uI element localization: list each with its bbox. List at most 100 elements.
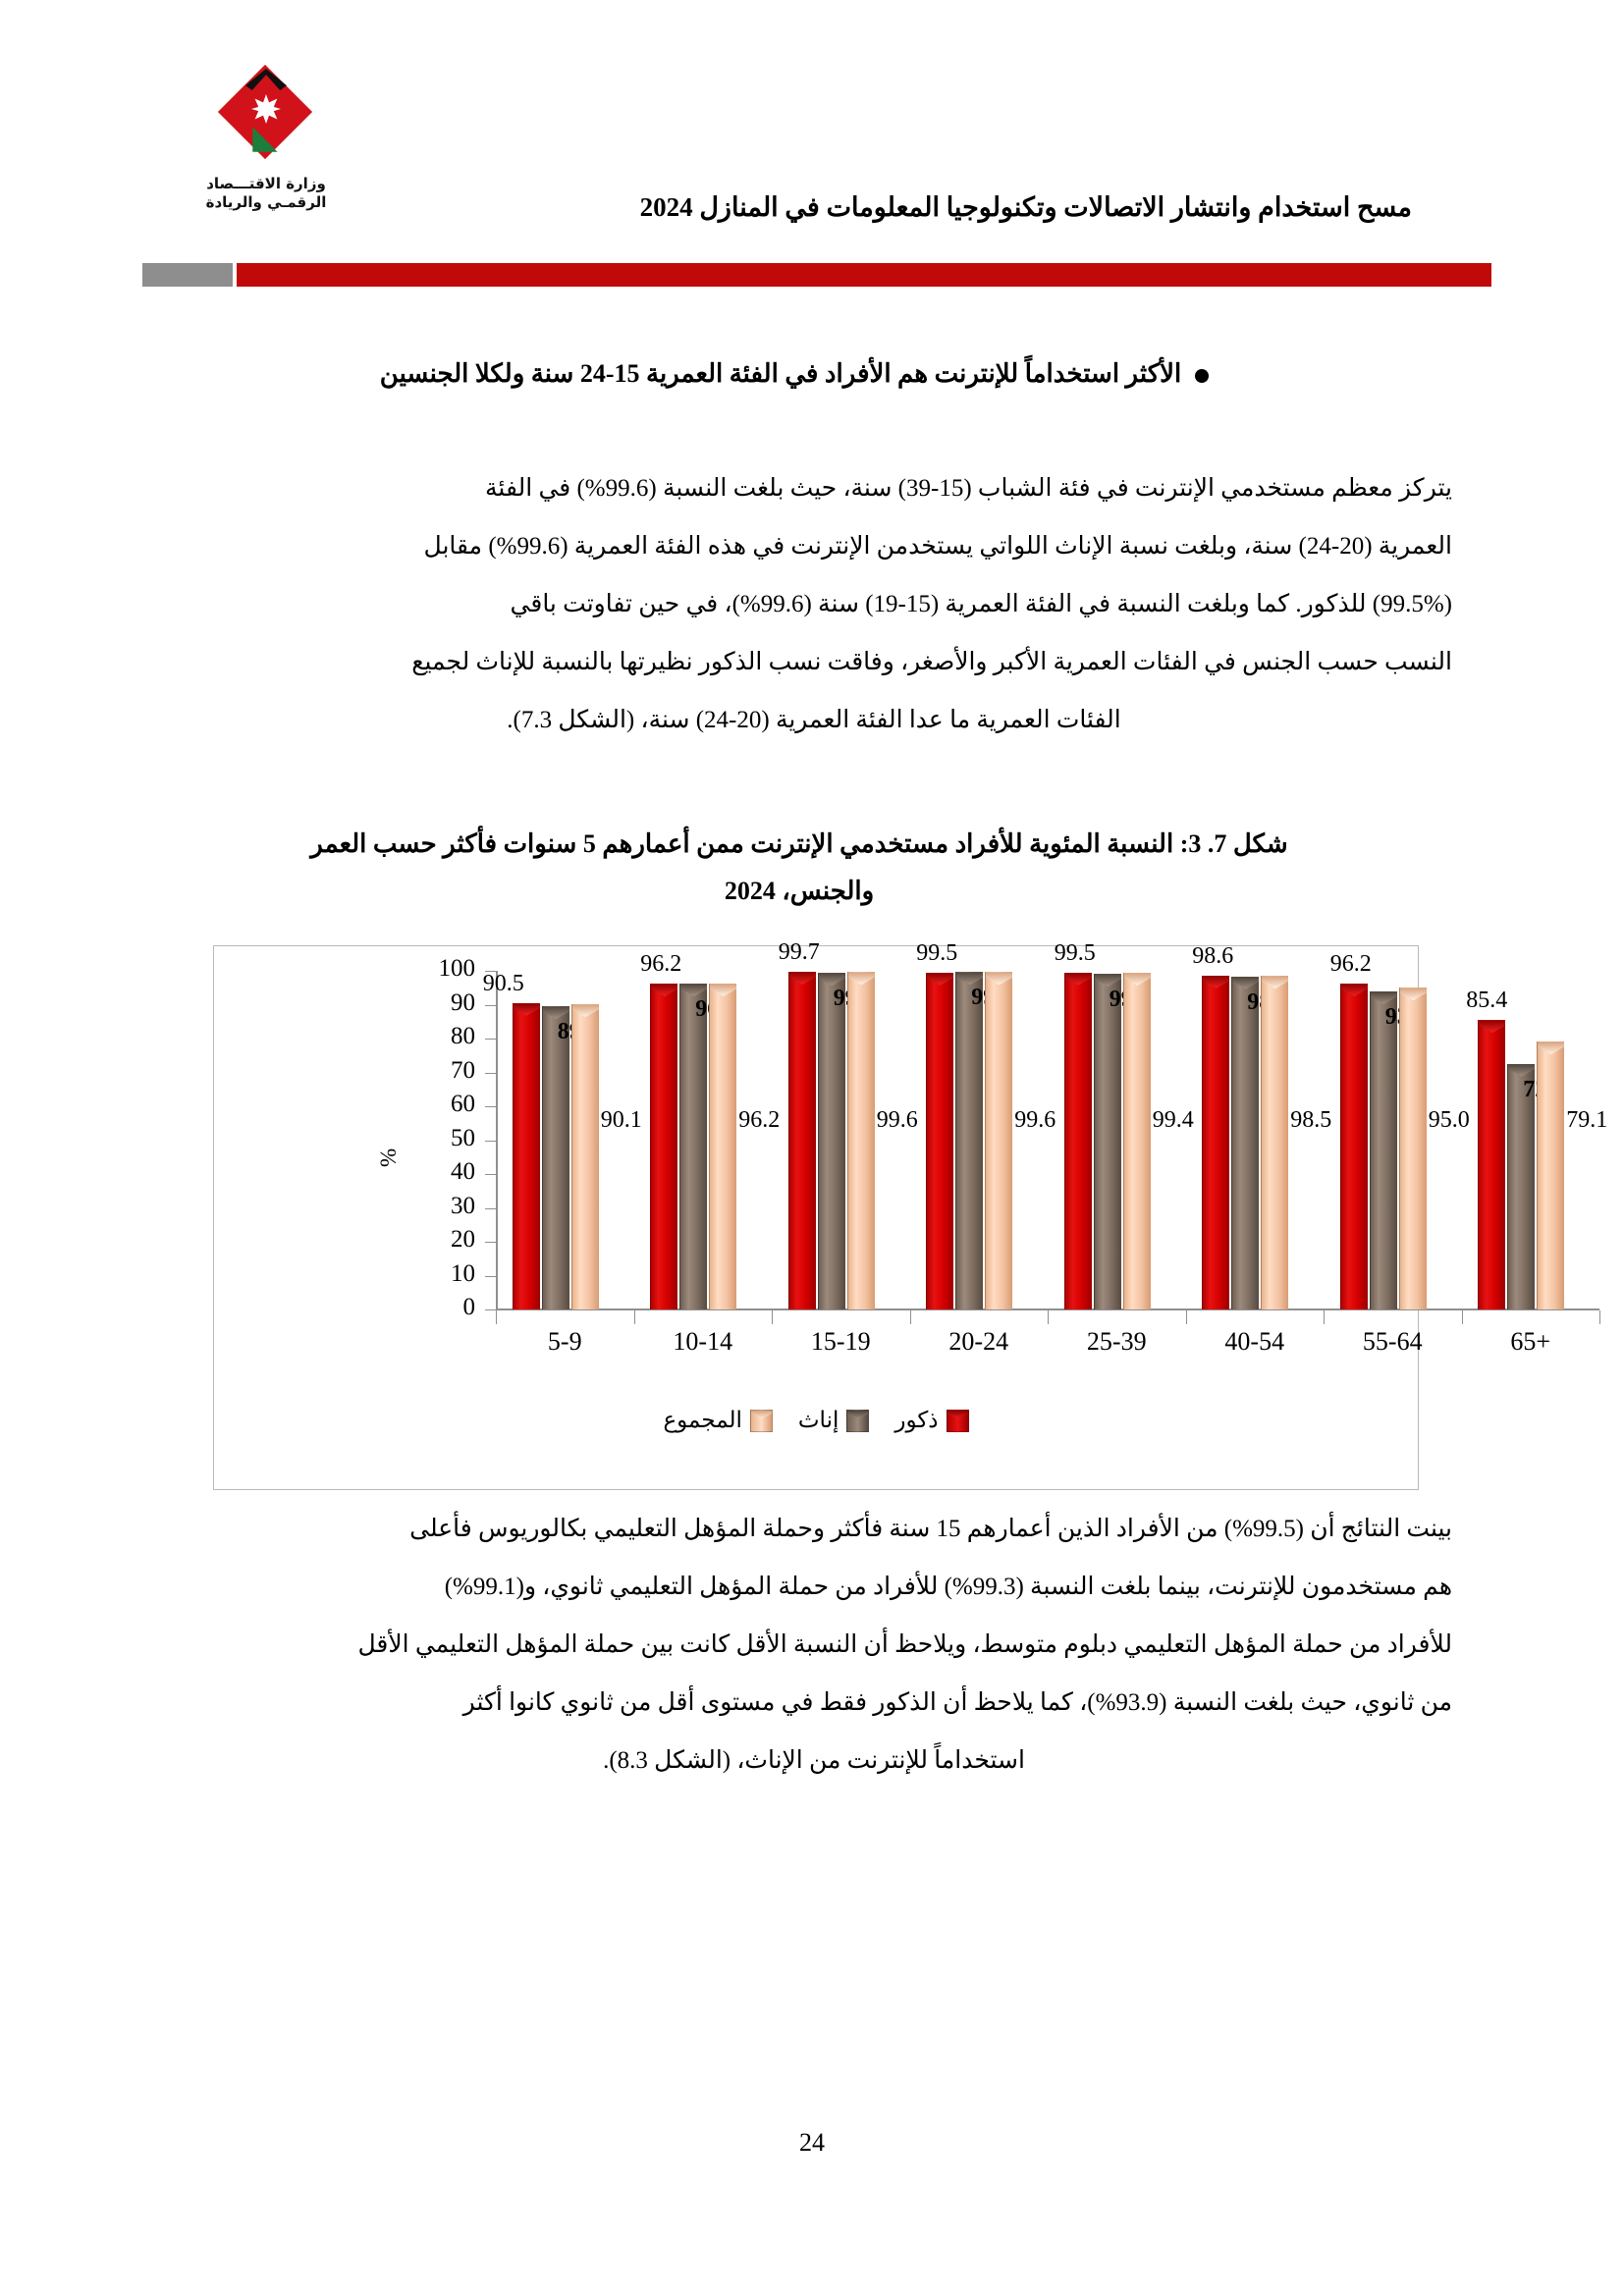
paragraph-top-line4: النسب حسب الجنس في الفئات العمرية الأكبر… (411, 649, 1452, 675)
chart-y-axis-line (496, 971, 498, 1309)
header-rule-gray-segment (142, 263, 233, 287)
figure-caption-line2: والجنس، 2024 (724, 877, 875, 905)
chart-x-tick (1599, 1310, 1600, 1324)
chart-legend-label: المجموع (663, 1408, 742, 1432)
bullet-heading: الأكثر استخداماً للإنترنت هم الأفراد في … (220, 359, 1379, 389)
chart-bar-female (679, 984, 708, 1309)
chart-bar-male (1063, 972, 1092, 1309)
chart-y-tick-label: 30 (451, 1192, 475, 1219)
chart-y-tick (485, 1275, 497, 1277)
chart-legend-label: إناث (797, 1408, 839, 1432)
chart-x-category-label: 15-19 (810, 1327, 871, 1356)
chart-y-tick (485, 1140, 497, 1142)
chart-y-tick-label: 100 (438, 955, 476, 982)
chart-legend-swatch-cap (750, 1410, 772, 1419)
chart-bar-male (650, 984, 678, 1309)
chart-value-label: 90.5 (482, 970, 524, 996)
chart-bar-female (1093, 974, 1121, 1309)
chart-y-tick (485, 1309, 497, 1310)
chart-legend-item[interactable]: المجموع (663, 1408, 773, 1433)
chart-bar-female (1231, 976, 1260, 1309)
chart-x-axis-line (496, 1308, 1599, 1310)
chart-legend-swatch-cap (947, 1410, 968, 1419)
paragraph-top-line2: العمرية (20-24) سنة، وبلغت نسبة الإناث ا… (423, 533, 1452, 560)
chart-bar-cap (651, 984, 678, 997)
chart-bar-total (570, 1004, 599, 1309)
chart-bar-total (1398, 988, 1427, 1309)
paragraph-bottom-line3: للأفراد من حملة المؤهل التعليمي دبلوم مت… (357, 1631, 1453, 1658)
chart-legend-item[interactable]: ذكور (894, 1408, 969, 1433)
chart-bar-cap (1479, 1020, 1506, 1034)
chart-bar-total (1537, 1041, 1565, 1309)
paragraph-top-line5: الفئات العمرية ما عدا الفئة العمرية (20-… (507, 707, 1121, 733)
header-rule (142, 263, 1491, 287)
chart-bar-total (1122, 973, 1151, 1309)
chart-x-category-label: 5-9 (547, 1327, 582, 1356)
chart-bar-male (1339, 984, 1368, 1309)
chart-bar-male (512, 1002, 540, 1309)
paragraph-top: يتركز معظم مستخدمي الإنترنت في فئة الشبا… (176, 459, 1452, 749)
chart-plot-area: 90.589.590.196.296.296.299.799.499.699.5… (483, 939, 1607, 1309)
chart-x-category-label: 20-24 (948, 1327, 1009, 1356)
chart-bar-cap (1203, 975, 1230, 988)
chart-x-tick (772, 1310, 773, 1324)
chart-legend-label: ذكور (894, 1408, 939, 1432)
chart-x-category-label: 10-14 (673, 1327, 733, 1356)
jordan-flag-diamond-icon (217, 61, 313, 171)
chart-bar-cap (1508, 1063, 1536, 1077)
chart-y-tick-label: 70 (451, 1056, 475, 1084)
chart-y-tick (485, 1106, 497, 1107)
chart-value-label: 96.2 (738, 1106, 781, 1133)
chart-bar-male (1202, 975, 1230, 1309)
bullet-dot-icon (1195, 369, 1210, 384)
chart-legend-swatch-icon (749, 1409, 773, 1432)
chart-value-label: 98.6 (1192, 942, 1234, 969)
chart-y-tick-label: 10 (451, 1259, 475, 1287)
chart-legend-item[interactable]: إناث (797, 1408, 870, 1433)
chart-bar-cap (847, 972, 875, 986)
chart-value-label: 98.5 (1290, 1106, 1332, 1133)
page-number: 24 (799, 2128, 825, 2157)
chart-bar-male (926, 972, 954, 1309)
chart-x-tick (496, 1310, 497, 1324)
chart-legend-swatch-cap (847, 1410, 869, 1419)
chart-y-tick-label: 60 (451, 1091, 475, 1117)
chart-y-tick-label: 0 (462, 1294, 476, 1320)
chart-value-label: 96.2 (1329, 951, 1372, 978)
page-header: وزارة الاقتـــصاد الرقمـي والريادة مسح ا… (0, 0, 1624, 294)
chart-x-tick (1048, 1310, 1049, 1324)
chart-bar-cap (1232, 976, 1260, 989)
chart-value-label: 99.5 (916, 939, 958, 966)
chart-value-label: 99.7 (778, 939, 820, 966)
chart-bar-cap (986, 972, 1013, 986)
chart-y-tick (485, 1004, 497, 1006)
paragraph-top-line1: يتركز معظم مستخدمي الإنترنت في فئة الشبا… (485, 475, 1452, 502)
chart-bar-total (846, 972, 875, 1309)
chart-bar-cap (1094, 974, 1121, 988)
chart-value-label: 85.4 (1466, 988, 1508, 1014)
chart-legend-swatch-icon (946, 1409, 969, 1432)
chart-y-tick-label: 80 (451, 1023, 475, 1049)
paragraph-top-line3: (99.5%) للذكور. كما وبلغت النسبة في الفئ… (510, 591, 1452, 617)
chart-bar-cap (1399, 988, 1427, 1001)
chart-bar-female (1369, 991, 1397, 1309)
chart-y-tick-label: 20 (451, 1226, 475, 1253)
chart-x-tick (1185, 1310, 1187, 1324)
chart-y-tick (485, 1242, 497, 1243)
chart-bar-female (817, 973, 845, 1309)
chart-y-tick (485, 1174, 497, 1175)
figure-caption: شكل 7. 3: النسبة المئوية للأفراد مستخدمي… (220, 821, 1379, 915)
chart-y-tick (485, 1039, 497, 1040)
chart-bar-total (709, 984, 737, 1309)
chart-bar-cap (1064, 972, 1092, 986)
chart-bar-total (985, 972, 1013, 1309)
chart-y-tick (485, 1207, 497, 1209)
bullet-heading-text: الأكثر استخداماً للإنترنت هم الأفراد في … (379, 359, 1182, 388)
chart-legend: ذكور إناث المجموع (214, 1408, 1418, 1433)
chart-bar-cap (710, 984, 737, 997)
chart-x-tick (909, 1310, 911, 1324)
chart-bar-cap (956, 972, 984, 986)
chart-bar-cap (788, 972, 816, 986)
